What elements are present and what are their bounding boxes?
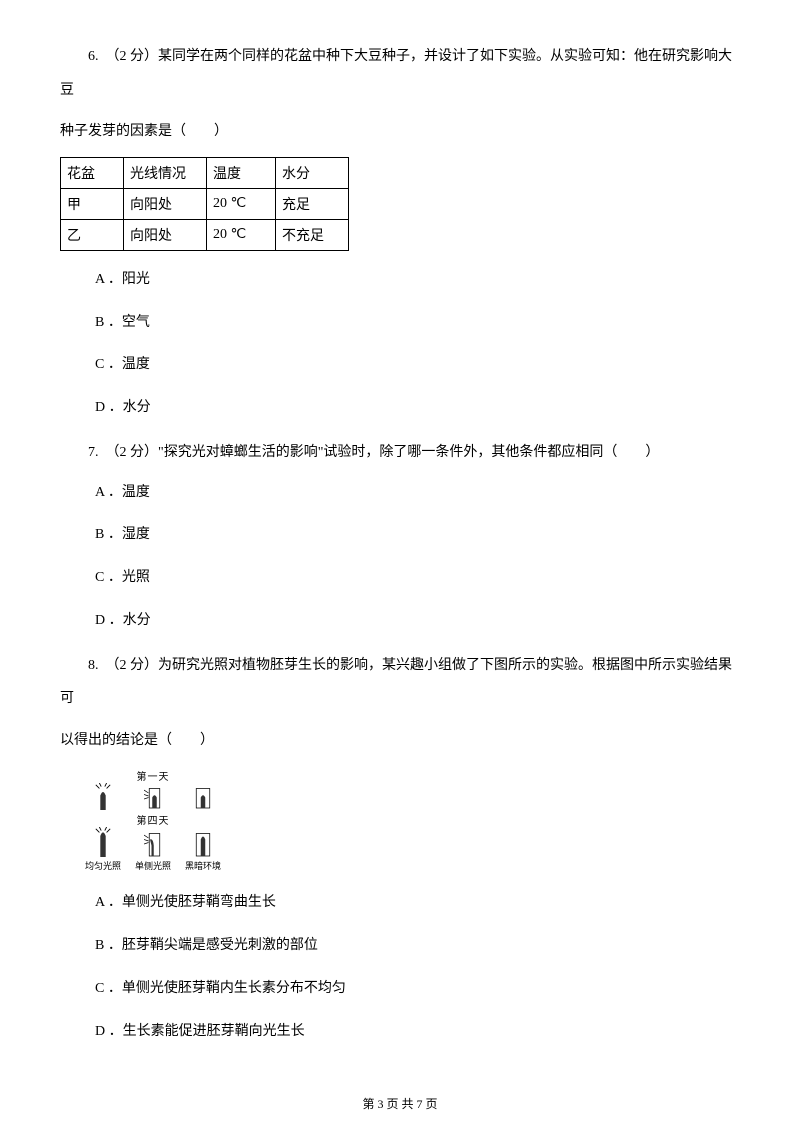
q7-option-a: A ．温度 [95, 478, 740, 509]
seedling-icon [194, 787, 212, 810]
q6-option-b: B ．空气 [95, 308, 740, 339]
table-header: 水分 [276, 157, 349, 188]
figure-row-2 [78, 827, 228, 858]
figure-captions: 均匀光照 单侧光照 黑暗环境 [78, 859, 228, 872]
q6-option-a: A ．阳光 [95, 265, 740, 296]
q6-table: 花盆 光线情况 温度 水分 甲 向阳处 20 ℃ 充足 乙 向阳处 20 ℃ 不… [60, 157, 349, 251]
seedling-icon [94, 783, 112, 810]
figure-row-1 [78, 783, 228, 810]
q8-option-d: D ．生长素能促进胚芽鞘向光生长 [95, 1017, 740, 1048]
table-cell: 20 ℃ [207, 219, 276, 250]
q8-option-a: A ．单侧光使胚芽鞘弯曲生长 [95, 888, 740, 919]
table-cell: 向阳处 [124, 188, 207, 219]
q6-option-d: D ．水分 [95, 393, 740, 424]
table-header: 花盆 [61, 157, 124, 188]
figure-label-day4: 第四天 [78, 812, 228, 827]
seedling-icon [94, 827, 112, 858]
figure-caption: 单侧光照 [135, 859, 171, 872]
figure-caption: 黑暗环境 [185, 859, 221, 872]
seedling-icon [144, 787, 162, 810]
page-footer: 第 3 页 共 7 页 [0, 1095, 800, 1112]
q8-option-c: C ．单侧光使胚芽鞘内生长素分布不均匀 [95, 974, 740, 1005]
figure-caption: 均匀光照 [85, 859, 121, 872]
q8-option-b: B ．胚芽鞘尖端是感受光刺激的部位 [95, 931, 740, 962]
q6-stem-line2: 种子发芽的因素是（ ） [60, 115, 740, 149]
table-cell: 甲 [61, 188, 124, 219]
q8-figure: 第一天 第四天 [78, 768, 228, 873]
q7-option-b: B ．湿度 [95, 520, 740, 551]
table-cell: 向阳处 [124, 219, 207, 250]
q7-option-d: D ．水分 [95, 606, 740, 637]
q8-stem-line2: 以得出的结论是（ ） [60, 724, 740, 758]
table-cell: 20 ℃ [207, 188, 276, 219]
seedling-icon [144, 832, 162, 858]
table-cell: 不充足 [276, 219, 349, 250]
q8-stem-line1: 8. （2 分）为研究光照对植物胚芽生长的影响，某兴趣小组做了下图所示的实验。根… [60, 649, 740, 716]
q6-option-c: C ．温度 [95, 350, 740, 381]
table-cell: 乙 [61, 219, 124, 250]
table-header: 温度 [207, 157, 276, 188]
q7-option-c: C ．光照 [95, 563, 740, 594]
seedling-icon [194, 832, 212, 858]
figure-label-day1: 第一天 [78, 768, 228, 783]
page: 6. （2 分）某同学在两个同样的花盆中种下大豆种子，并设计了如下实验。从实验可… [0, 0, 800, 1132]
q6-stem-line1: 6. （2 分）某同学在两个同样的花盆中种下大豆种子，并设计了如下实验。从实验可… [60, 40, 740, 107]
table-cell: 充足 [276, 188, 349, 219]
q7-stem: 7. （2 分）"探究光对蟑螂生活的影响"试验时，除了哪一条件外，其他条件都应相… [60, 436, 740, 470]
table-header: 光线情况 [124, 157, 207, 188]
